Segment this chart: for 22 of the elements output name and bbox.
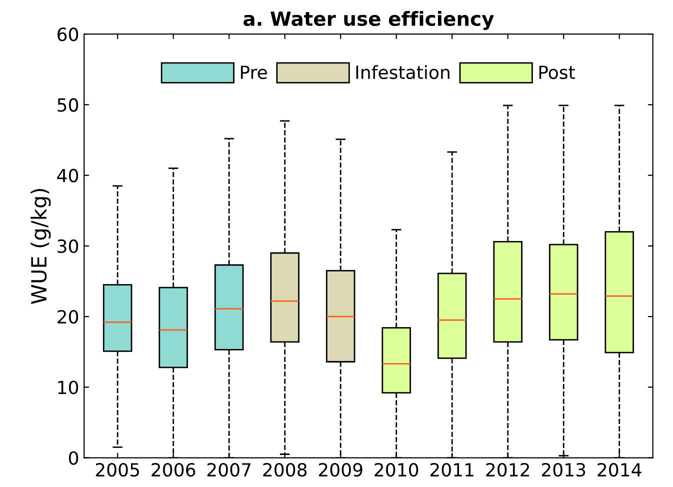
x-tick-label: 2005 bbox=[96, 462, 139, 477]
y-tick-label: 0 bbox=[68, 451, 78, 465]
legend-label: Pre bbox=[240, 66, 267, 80]
x-tick-label: 2008 bbox=[263, 462, 307, 477]
x-tick-label: 2007 bbox=[207, 462, 251, 477]
x-tick-label: 2014 bbox=[598, 462, 642, 477]
x-tick-label: 2011 bbox=[430, 462, 474, 477]
y-tick-label: 20 bbox=[58, 310, 78, 324]
x-tick-label: 2010 bbox=[374, 462, 418, 477]
x-tick-label: 2012 bbox=[486, 462, 530, 477]
y-tick-label: 40 bbox=[57, 168, 78, 182]
y-tick-label: 60 bbox=[58, 28, 78, 42]
y-tick-label: 50 bbox=[58, 98, 78, 112]
y-axis-title: WUE (g/kg) bbox=[30, 189, 51, 304]
x-tick-label: 2009 bbox=[318, 462, 362, 477]
x-tick-label: 2013 bbox=[542, 462, 586, 477]
y-tick-label: 30 bbox=[58, 239, 78, 254]
x-tick-label: 2006 bbox=[152, 462, 196, 477]
legend-label: Infestation bbox=[356, 65, 450, 80]
chart-title: a. Water use efficiency bbox=[244, 10, 494, 30]
y-tick-label: 10 bbox=[58, 380, 78, 394]
legend-label: Post bbox=[539, 66, 575, 80]
